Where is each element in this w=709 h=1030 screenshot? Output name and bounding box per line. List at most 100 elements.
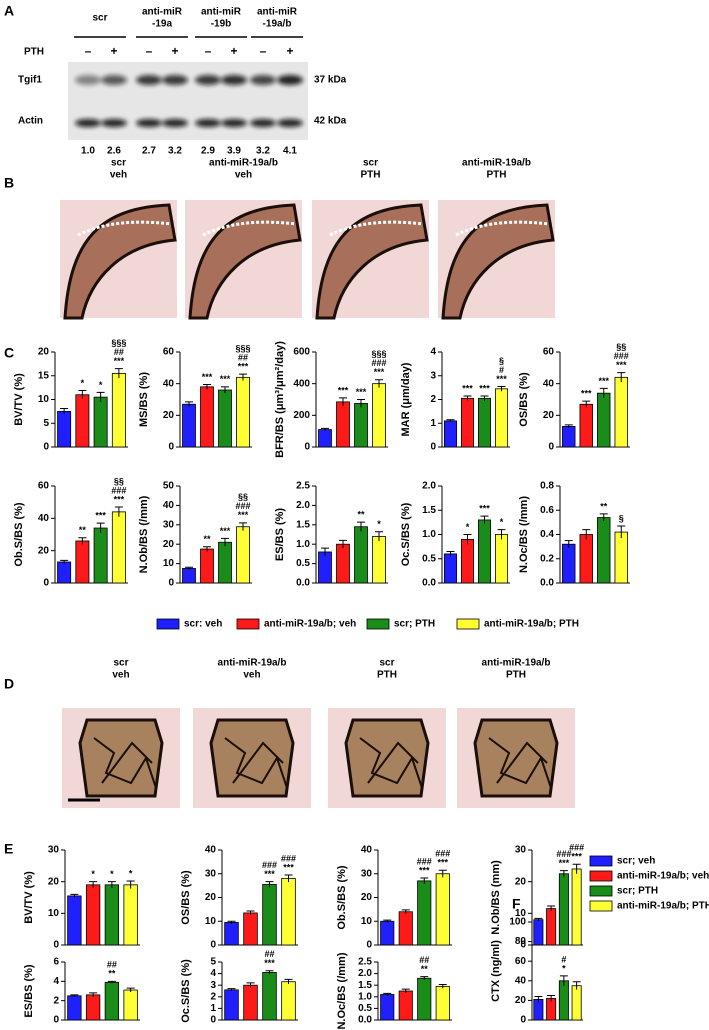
y-tick-label: 0: [366, 940, 372, 951]
bar: [533, 999, 544, 1021]
bar: [558, 873, 569, 946]
error-bar: [547, 905, 556, 912]
significance: ##: [419, 955, 429, 965]
error-bar: [60, 408, 69, 415]
bar: [614, 376, 628, 448]
error-bar: [438, 869, 447, 878]
y-axis-label: N.Ob/BS (mm): [490, 860, 502, 935]
y-tick-label: 2.0: [358, 968, 372, 979]
bar: [380, 994, 395, 1021]
y-tick-label: 20: [163, 539, 175, 550]
bar: [435, 985, 450, 1021]
bar: [262, 884, 277, 946]
bar: [571, 985, 582, 1021]
error-bar: [89, 992, 98, 997]
blot-row-label: Actin: [18, 116, 43, 127]
significance: ###: [435, 849, 450, 859]
bar: [85, 994, 101, 1021]
error-bar: [239, 522, 247, 531]
trabeculae: [93, 737, 157, 789]
panel-label: F: [512, 896, 521, 912]
y-tick-label: 1.0: [358, 991, 372, 1002]
bar: [398, 911, 413, 946]
bar: [614, 531, 628, 584]
y-tick-label: 2.0: [296, 500, 310, 511]
significance: §§§: [235, 344, 250, 354]
y-tick-label: 1.5: [358, 980, 372, 991]
error-bar: [339, 539, 347, 549]
panel-label: D: [4, 676, 14, 692]
error-bar: [383, 992, 392, 996]
y-tick-label: 600: [293, 347, 310, 358]
y-tick-label: 20: [205, 892, 217, 903]
blot-ratio: 3.9: [227, 146, 241, 157]
significance: ###: [262, 860, 277, 870]
bar: [200, 548, 214, 584]
bar: [562, 543, 576, 584]
bar: [200, 386, 214, 448]
bar: [218, 541, 232, 584]
significance: ##: [264, 949, 274, 959]
y-tick-label: 1.5: [296, 519, 310, 530]
pth-label: PTH: [24, 47, 44, 58]
bone-section: [63, 203, 177, 320]
histology-label: veh: [112, 670, 129, 681]
y-tick-label: 0.5: [422, 553, 436, 564]
histology-label: veh: [110, 170, 127, 181]
error-bar: [203, 546, 211, 552]
y-axis-label: OS/BS (%): [180, 870, 192, 925]
error-bar: [107, 980, 116, 984]
y-tick-label: 0: [43, 578, 49, 589]
blot-group-label: anti-miR: [142, 7, 183, 18]
band: [277, 75, 303, 85]
bar: [372, 383, 386, 448]
bar: [336, 401, 350, 448]
error-bar: [582, 400, 591, 408]
bar: [104, 981, 120, 1021]
bar: [372, 536, 386, 584]
histology-label: scr: [379, 658, 394, 669]
y-tick-label: 0.0: [358, 1015, 372, 1026]
bar: [579, 403, 593, 448]
significance: ***: [374, 367, 385, 377]
y-tick-label: 0.0: [296, 578, 310, 589]
bar: [104, 884, 120, 946]
error-bar: [564, 540, 573, 548]
bar: [597, 517, 611, 584]
y-tick-label: 40: [163, 378, 175, 389]
blot-group-label: anti-miR: [201, 7, 242, 18]
legend-swatch: [589, 870, 613, 882]
significance: ###: [235, 501, 250, 511]
significance: ***: [437, 858, 448, 868]
y-tick-label: 1: [210, 1003, 216, 1014]
error-bar: [401, 988, 410, 993]
y-tick-label: 3: [210, 980, 216, 991]
significance: §§§: [111, 338, 126, 348]
y-tick-label: 0: [168, 578, 174, 589]
y-tick-label: 40: [38, 513, 50, 524]
y-tick-label: 40: [515, 975, 527, 986]
bar: [182, 568, 196, 584]
error-bar: [185, 401, 193, 407]
blot-row-label: Tgif1: [18, 75, 42, 86]
blot-group-label: -19a/b: [263, 19, 292, 30]
significance: ***: [479, 503, 490, 513]
significance: ***: [220, 526, 231, 536]
error-bar: [126, 880, 135, 889]
bar: [579, 534, 593, 584]
significance: ***: [559, 858, 570, 868]
significance: §: [619, 513, 624, 523]
y-tick-label: 0.8: [540, 481, 554, 492]
pth-sign: –: [205, 44, 212, 58]
error-bar: [114, 368, 123, 379]
band: [250, 119, 276, 127]
significance: ***: [496, 374, 507, 384]
pth-sign: +: [171, 44, 178, 58]
error-bar: [534, 917, 543, 921]
legend-label: anti-miR-19a/b; veh: [617, 871, 709, 882]
significance: **: [203, 534, 211, 544]
legend-swatch: [589, 855, 613, 867]
error-bar: [383, 919, 392, 923]
histology-label: veh: [235, 170, 252, 181]
